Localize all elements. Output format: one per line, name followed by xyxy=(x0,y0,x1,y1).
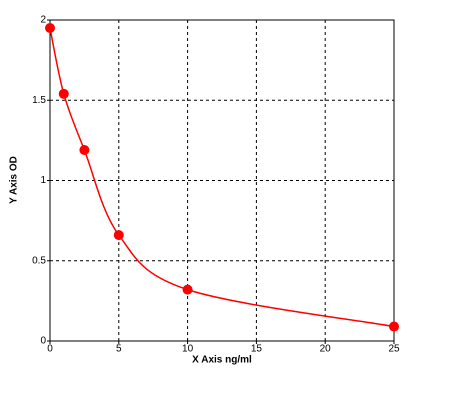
x-tick-label: 10 xyxy=(182,344,194,355)
x-tick-label: 5 xyxy=(116,344,122,355)
y-tick-label: 1 xyxy=(40,175,46,186)
data-point xyxy=(389,321,399,332)
x-tick-label: 25 xyxy=(388,344,400,355)
data-point xyxy=(113,230,124,241)
data-point xyxy=(58,88,69,99)
y-tick-label: 2 xyxy=(40,15,46,26)
x-tick-label: 20 xyxy=(320,344,332,355)
data-point xyxy=(182,284,193,295)
x-axis-title: X Axis ng/ml xyxy=(192,355,252,366)
y-tick-label: 0.5 xyxy=(32,255,46,266)
x-tick-label: 0 xyxy=(47,344,53,355)
y-tick-label: 0 xyxy=(40,336,46,347)
y-tick-label: 1.5 xyxy=(32,95,46,106)
x-tick-label: 15 xyxy=(251,344,263,355)
data-point xyxy=(79,145,90,156)
y-axis-title: Y Axis OD xyxy=(9,156,20,204)
data-point xyxy=(45,23,55,34)
